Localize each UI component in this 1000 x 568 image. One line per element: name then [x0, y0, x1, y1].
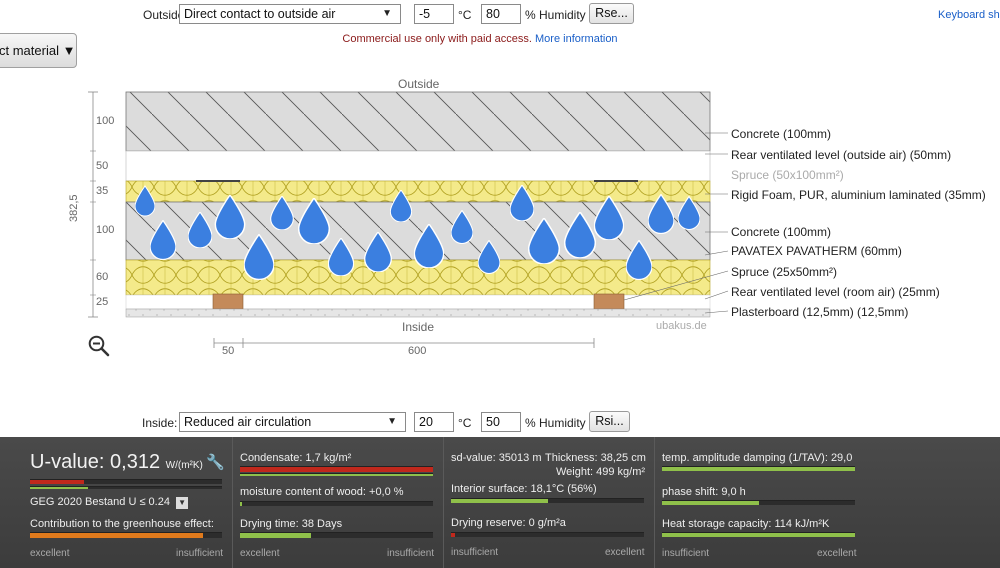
drying-reserve-bar	[451, 532, 644, 537]
total-thickness-label: 382,5	[68, 194, 80, 222]
inside-temp-unit: °C	[458, 416, 472, 430]
weight-label: Weight: 499 kg/m²	[556, 466, 646, 478]
standard-select[interactable]: GEG 2020 Bestand U ≤ 0.24 ▼	[30, 496, 189, 509]
scale-insufficient: insufficient	[451, 547, 499, 558]
layer-label[interactable]: Spruce (50x100mm²)	[731, 168, 844, 182]
condensate-bar	[240, 466, 433, 472]
layer-label[interactable]: Rigid Foam, PUR, aluminium laminated (35…	[731, 188, 986, 202]
scale-insufficient: insufficient	[662, 548, 710, 559]
inside-humidity-label: % Humidity	[525, 416, 586, 430]
thickness-label: 25	[96, 296, 109, 308]
layer-label[interactable]: Rear ventilated level (outside air) (50m…	[731, 148, 952, 162]
condensate-reference-bar	[240, 473, 433, 476]
results-panel: U-value: 0,312 W/(m²K) 🔧 GEG 2020 Bestan…	[0, 437, 1000, 568]
scale-excellent: excellent	[605, 547, 645, 558]
rsi-button[interactable]: Rsi...	[589, 411, 630, 432]
temp-amplitude-label: temp. amplitude damping (1/TAV): 29,0	[662, 452, 853, 464]
batten-distance-label: 600	[408, 345, 427, 357]
batten-spacing-label: 50	[222, 345, 235, 357]
watermark: ubakus.de	[656, 320, 707, 332]
interior-surface-bar	[451, 498, 644, 503]
thickness-label: 60	[96, 271, 109, 283]
u-value-number: 0,312	[110, 451, 161, 473]
layer-ventilated-outside	[125, 150, 711, 182]
phase-shift-bar	[662, 500, 855, 505]
sd-value-label: sd-value: 35013 m	[451, 452, 542, 464]
thickness-label: 50	[96, 160, 109, 172]
layer-label[interactable]: PAVATEX PAVATHERM (60mm)	[731, 244, 902, 258]
greenhouse-bar	[30, 532, 222, 538]
u-value-heading: U-value: 0,312 W/(m²K)	[30, 451, 203, 474]
inside-label: Inside:	[142, 416, 178, 430]
outside-condition-select[interactable]: Direct contact to outside air ▼	[179, 4, 401, 24]
inside-condition-value: Reduced air circulation	[184, 415, 312, 429]
u-value-bar	[30, 479, 222, 484]
u-value-label: U-value:	[30, 451, 105, 473]
u-value-reference-bar	[30, 486, 222, 489]
moisture-label: moisture content of wood: +0,0 %	[240, 486, 404, 498]
scale-excellent: excellent	[30, 548, 70, 559]
keyboard-shortcuts-link[interactable]: Keyboard sh	[938, 9, 1000, 21]
greenhouse-label: Contribution to the greenhouse effect:	[30, 518, 214, 530]
chevron-down-icon: ▼	[387, 416, 397, 427]
zoom-out-icon[interactable]	[88, 335, 110, 357]
outside-humidity-input[interactable]: 80	[481, 4, 521, 24]
inside-side-label: Inside	[402, 320, 435, 334]
more-information-link[interactable]: More information	[535, 33, 618, 45]
chevron-down-icon: ▼	[382, 8, 392, 19]
spruce-batten-right	[593, 293, 625, 310]
scale-excellent: excellent	[240, 548, 280, 559]
outside-condition-value: Direct contact to outside air	[184, 7, 336, 21]
license-notice: Commercial use only with paid access. Mo…	[0, 33, 960, 45]
thickness-label: 100	[96, 115, 115, 127]
u-value-unit: W/(m²K)	[165, 460, 203, 471]
drying-time-bar	[240, 532, 433, 538]
outside-temp-unit: °C	[458, 8, 472, 22]
moisture-bar	[240, 501, 433, 506]
drying-reserve-label: Drying reserve: 0 g/m²a	[451, 517, 566, 529]
wall-cross-section-diagram	[88, 91, 729, 348]
inside-temperature-input[interactable]: 20	[414, 412, 454, 432]
layer-label[interactable]: Concrete (100mm)	[731, 127, 832, 141]
scale-insufficient: insufficient	[176, 548, 224, 559]
layer-label[interactable]: Rear ventilated level (room air) (25mm)	[731, 285, 940, 299]
outside-label: Outside	[143, 8, 185, 22]
condensate-label: Condensate: 1,7 kg/m²	[240, 452, 352, 464]
layer-label[interactable]: Concrete (100mm)	[731, 225, 832, 239]
inside-humidity-input[interactable]: 50	[481, 412, 521, 432]
spruce-batten-left	[212, 293, 244, 310]
layer-label[interactable]: Spruce (25x50mm²)	[731, 265, 838, 279]
heat-storage-label: Heat storage capacity: 114 kJ/m²K	[662, 518, 830, 530]
thickness-label: 100	[96, 224, 115, 236]
interior-surface-label: Interior surface: 18,1°C (56%)	[451, 483, 597, 495]
heat-storage-bar	[662, 532, 855, 537]
chevron-down-icon: ▼	[176, 497, 189, 509]
outside-side-label: Outside	[398, 77, 440, 91]
wrench-icon[interactable]: 🔧	[206, 454, 225, 471]
thickness-label: 35	[96, 185, 109, 197]
select-material-button[interactable]: ct material ▼	[0, 33, 77, 68]
outside-humidity-label: % Humidity	[525, 8, 586, 22]
temp-amplitude-bar	[662, 466, 855, 471]
phase-shift-label: phase shift: 9,0 h	[662, 486, 746, 498]
inside-condition-select[interactable]: Reduced air circulation ▼	[179, 412, 406, 432]
thickness-label: Thickness: 38,25 cm	[545, 452, 646, 464]
scale-excellent: excellent	[817, 548, 857, 559]
license-notice-text: Commercial use only with paid access.	[342, 33, 532, 45]
drying-time-label: Drying time: 38 Days	[240, 518, 343, 530]
scale-insufficient: insufficient	[387, 548, 435, 559]
standard-select-value: GEG 2020 Bestand U ≤ 0.24	[30, 496, 170, 508]
rse-button[interactable]: Rse...	[589, 3, 634, 24]
outside-temperature-input[interactable]: -5	[414, 4, 454, 24]
layer-label[interactable]: Plasterboard (12,5mm) (12,5mm)	[731, 305, 909, 319]
